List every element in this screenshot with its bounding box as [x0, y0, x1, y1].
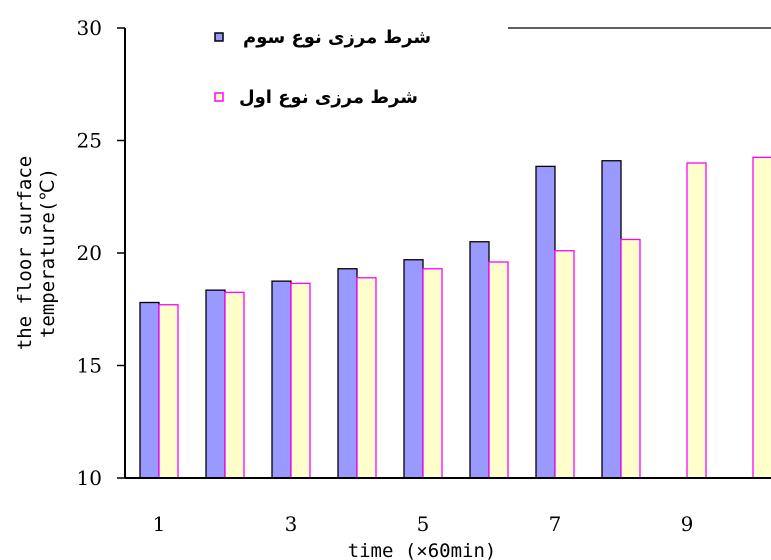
y-axis-title-line-1: the floor surface — [14, 156, 36, 350]
bar-series-1-x-8 — [601, 160, 622, 479]
x-ticks-group: 1 3 5 7 9 — [153, 512, 694, 536]
x-tick-label-5: 5 — [417, 512, 430, 536]
x-tick-label-3: 3 — [285, 512, 298, 536]
bar-series-1-x-1 — [139, 301, 160, 479]
bar-series-2-x-4 — [356, 277, 377, 479]
bar-series-2-x-1 — [158, 304, 179, 479]
bar-series-1-x-4 — [337, 268, 358, 479]
x-tick-label-9: 9 — [681, 512, 694, 536]
bar-series-2-x-3 — [290, 282, 311, 479]
y-tick-label-15: 15 — [77, 354, 102, 378]
bar-series-1-x-3 — [271, 280, 292, 479]
bar-series-2-x-5 — [422, 268, 443, 479]
y-tick-label-25: 25 — [77, 129, 102, 153]
bars-group — [139, 156, 771, 479]
bar-series-1-x-6 — [469, 241, 490, 479]
y-tick-label-20: 20 — [77, 241, 102, 265]
bar-series-2-x-6 — [488, 261, 509, 479]
legend-swatch-series-2 — [214, 92, 224, 102]
bar-series-2-x-8 — [620, 238, 641, 479]
bar-series-2-x-10 — [752, 156, 771, 479]
legend-swatch-series-1 — [214, 32, 224, 42]
x-axis-title: time (×60min) — [348, 540, 497, 560]
y-tick-label-10: 10 — [77, 466, 102, 490]
x-tick-label-7: 7 — [549, 512, 562, 536]
bar-series-2-x-7 — [554, 250, 575, 479]
legend-label-series-1: شرط مرزی نوع سوم — [243, 27, 431, 48]
bar-series-1-x-5 — [403, 259, 424, 479]
bar-series-1-x-2 — [205, 289, 226, 479]
bar-series-1-x-7 — [535, 165, 556, 479]
legend-label-series-2: شرط مرزی نوع اول — [239, 87, 418, 108]
y-tick-label-30: 30 — [77, 16, 102, 40]
legend: شرط مرزی نوع سوم شرط مرزی نوع اول — [214, 27, 431, 108]
x-tick-label-1: 1 — [153, 512, 166, 536]
y-axis-title-line-2: temperature(℃) — [37, 168, 59, 338]
bar-series-2-x-2 — [224, 291, 245, 479]
bar-series-2-x-9 — [686, 162, 707, 479]
y-ticks-group: 10 15 20 25 30 — [77, 16, 125, 490]
